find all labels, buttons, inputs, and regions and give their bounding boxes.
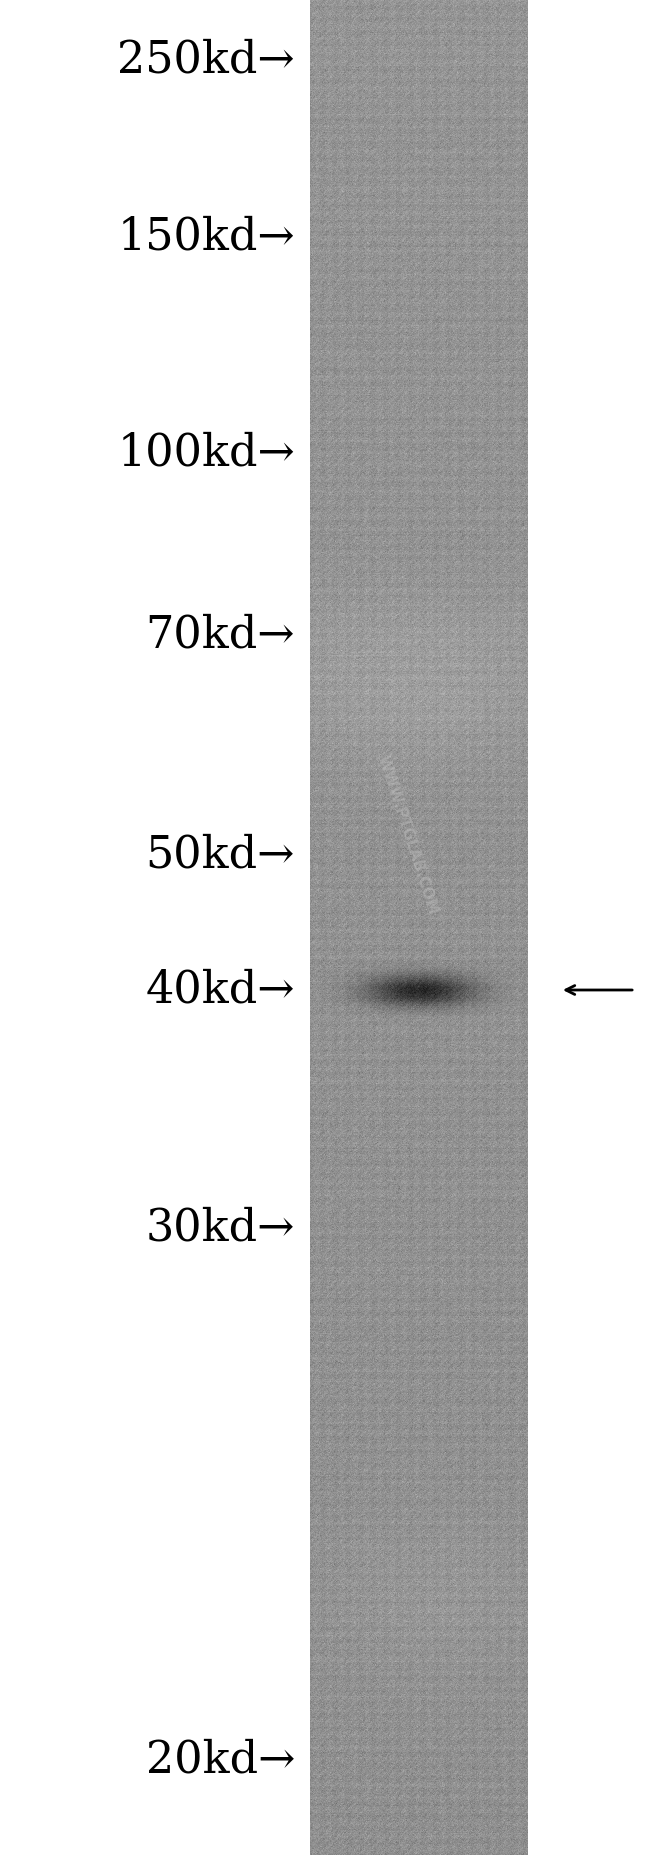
Text: 150kd→: 150kd→ (118, 215, 295, 258)
Text: 100kd→: 100kd→ (117, 432, 295, 475)
Text: 20kd→: 20kd→ (146, 1738, 295, 1781)
Text: 40kd→: 40kd→ (146, 968, 295, 1011)
Text: 70kd→: 70kd→ (146, 614, 295, 657)
Text: 250kd→: 250kd→ (118, 39, 295, 82)
Text: 50kd→: 50kd→ (146, 833, 295, 877)
Text: 30kd→: 30kd→ (146, 1206, 295, 1250)
Text: WWW.PTGLAB.COM: WWW.PTGLAB.COM (375, 753, 441, 916)
